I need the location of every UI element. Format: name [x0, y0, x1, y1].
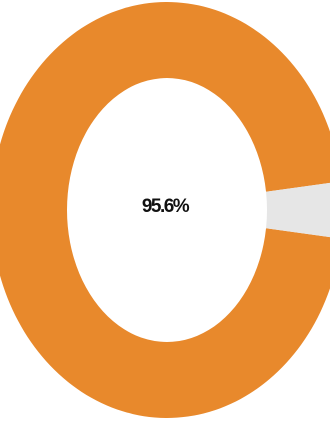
donut-slice-main [0, 2, 330, 418]
center-value-label: 95.6% [141, 196, 190, 217]
donut-slice-remainder [266, 182, 330, 238]
